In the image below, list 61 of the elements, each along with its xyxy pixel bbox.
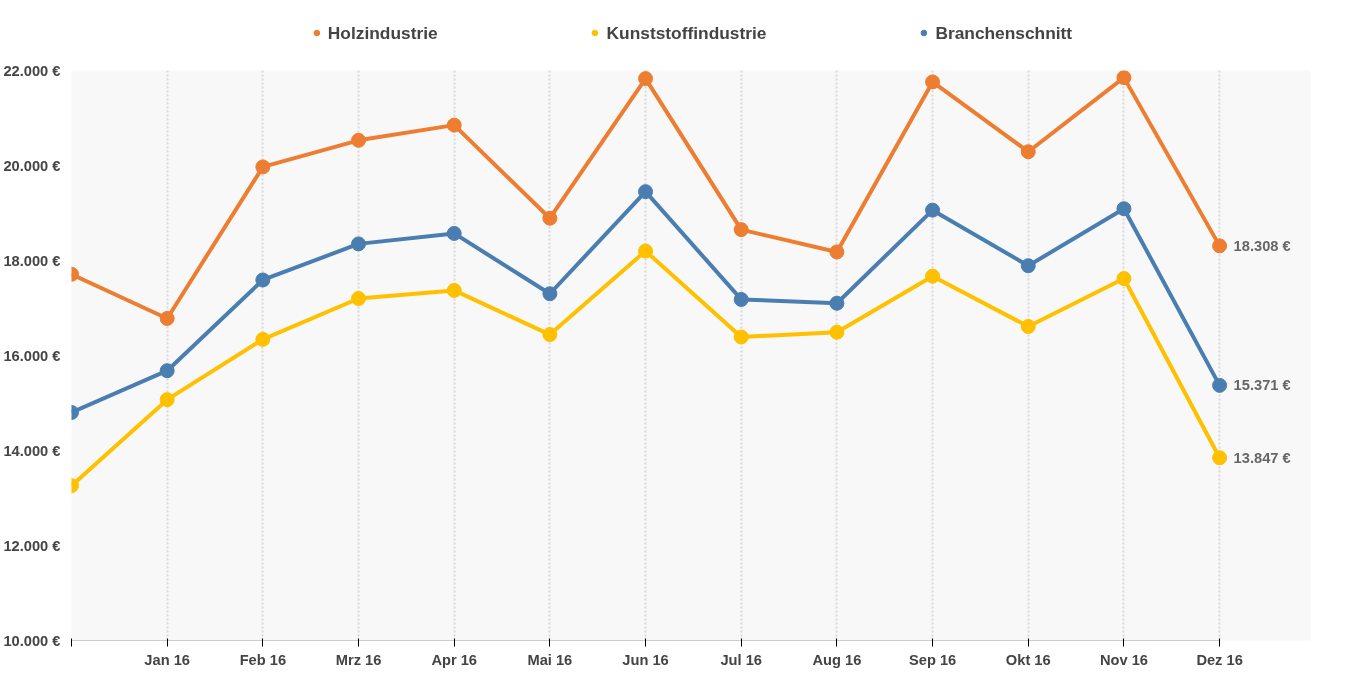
point bbox=[829, 244, 845, 260]
x-tick-label: Jun 16 bbox=[622, 651, 669, 668]
point bbox=[638, 71, 654, 87]
point bbox=[1020, 258, 1036, 274]
point bbox=[1212, 377, 1228, 393]
point bbox=[351, 291, 367, 306]
point bbox=[1212, 238, 1228, 254]
point bbox=[733, 291, 749, 307]
data-label: 15.371 € bbox=[1233, 377, 1291, 394]
point bbox=[829, 295, 845, 311]
point bbox=[255, 331, 271, 347]
point bbox=[638, 184, 654, 200]
point bbox=[1116, 271, 1132, 287]
y-tick-label: 16.000 € bbox=[3, 347, 61, 364]
legend-label: Branchenschnitt bbox=[935, 22, 1073, 43]
x-tick-label: Okt 16 bbox=[1005, 651, 1051, 668]
y-tick-label: 10.000 € bbox=[3, 632, 61, 649]
x-tick-label: Aug 16 bbox=[812, 651, 862, 668]
point bbox=[446, 225, 462, 241]
x-tick-label: Mai 16 bbox=[527, 651, 573, 668]
point bbox=[351, 236, 367, 252]
y-tick-label: 18.000 € bbox=[3, 252, 61, 269]
x-tick-label: Apr 16 bbox=[431, 651, 478, 668]
y-tick-label: 20.000 € bbox=[3, 157, 61, 174]
legend-label: Holzindustrie bbox=[327, 22, 438, 43]
point bbox=[638, 243, 654, 259]
data-label: 18.308 € bbox=[1233, 237, 1291, 254]
point bbox=[1020, 144, 1036, 160]
point bbox=[351, 132, 367, 148]
point bbox=[829, 324, 845, 340]
point bbox=[925, 268, 941, 284]
legend-label: Kunststoffindustrie bbox=[606, 22, 767, 43]
point bbox=[542, 327, 558, 343]
point bbox=[159, 310, 175, 326]
point bbox=[542, 286, 558, 302]
point bbox=[446, 117, 462, 133]
data-label: 13.847 € bbox=[1233, 449, 1291, 466]
point bbox=[925, 74, 941, 90]
x-tick-label: Nov 16 bbox=[1099, 651, 1148, 668]
point bbox=[733, 329, 749, 345]
point bbox=[542, 210, 558, 226]
x-tick-label: Jul 16 bbox=[720, 651, 763, 668]
point bbox=[255, 159, 271, 175]
x-tick-label: Sep 16 bbox=[908, 651, 957, 668]
point bbox=[159, 392, 175, 408]
y-tick-label: 12.000 € bbox=[3, 537, 61, 554]
point bbox=[159, 363, 175, 379]
y-tick-label: 14.000 € bbox=[3, 442, 61, 459]
point bbox=[255, 272, 271, 288]
point bbox=[733, 222, 749, 238]
point bbox=[1116, 201, 1132, 217]
point bbox=[1116, 70, 1132, 86]
x-tick-label: Jan 16 bbox=[144, 651, 190, 668]
point bbox=[925, 202, 941, 218]
point bbox=[1212, 450, 1228, 466]
x-tick-label: Feb 16 bbox=[239, 651, 287, 668]
x-tick-label: Mrz 16 bbox=[335, 651, 382, 668]
point bbox=[1020, 319, 1036, 335]
x-tick-label: Dez 16 bbox=[1196, 651, 1243, 668]
point bbox=[446, 282, 462, 298]
y-tick-label: 22.000 € bbox=[3, 62, 61, 79]
